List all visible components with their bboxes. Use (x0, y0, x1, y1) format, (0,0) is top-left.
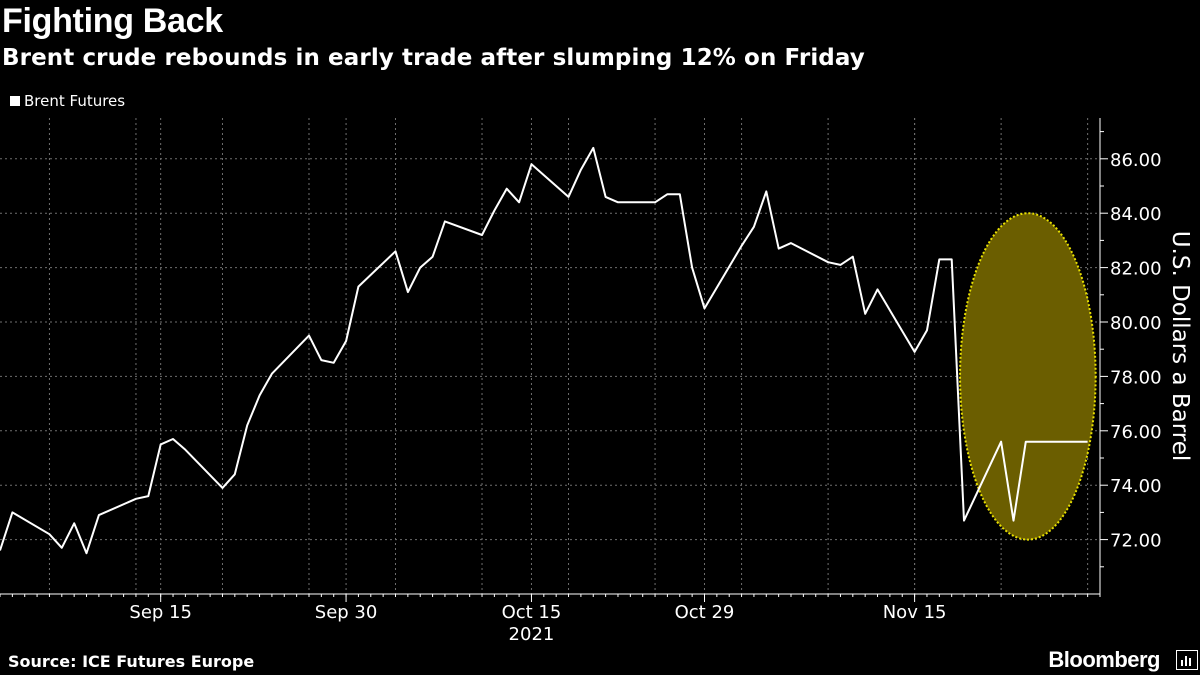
x-tick-label: Nov 15 (883, 602, 947, 623)
chart-subtitle: Brent crude rebounds in early trade afte… (2, 45, 865, 71)
y-tick-label: 74.00 (1110, 476, 1162, 497)
legend-swatch (10, 96, 20, 106)
legend: Brent Futures (10, 92, 125, 110)
y-tick-label: 86.00 (1110, 150, 1162, 171)
y-tick-label: 76.00 (1110, 422, 1162, 443)
legend-label: Brent Futures (24, 92, 126, 110)
y-axis-title: U.S. Dollars a Barrel (1167, 231, 1193, 462)
y-tick-label: 84.00 (1110, 204, 1162, 225)
series-line-brent-futures (0, 146, 1088, 555)
x-tick-label: Sep 15 (129, 602, 192, 623)
y-tick-label: 78.00 (1110, 367, 1162, 388)
chart-title: Fighting Back (2, 2, 223, 40)
y-tick-label: 82.00 (1110, 259, 1162, 280)
source-note: Source: ICE Futures Europe (8, 652, 255, 671)
bloomberg-icon (1176, 650, 1198, 670)
x-tick-label: Oct 15 (502, 602, 562, 623)
y-tick-label: 72.00 (1110, 531, 1162, 552)
highlight-ellipse (959, 212, 1097, 541)
y-tick-label: 80.00 (1110, 313, 1162, 334)
x-year-label: 2021 (509, 624, 555, 645)
brand-logo: Bloomberg (1048, 647, 1160, 672)
x-tick-label: Oct 29 (675, 602, 735, 623)
x-tick-label: Sep 30 (315, 602, 378, 623)
